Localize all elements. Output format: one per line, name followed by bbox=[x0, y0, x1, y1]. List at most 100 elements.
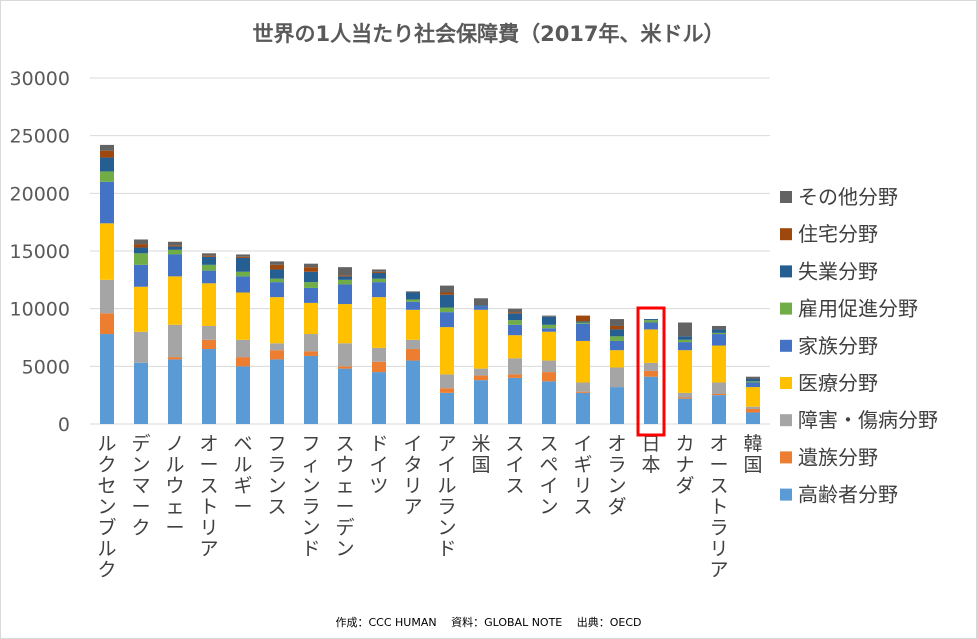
bar-segment bbox=[270, 264, 284, 270]
bar-segment bbox=[746, 376, 760, 380]
bar-segment bbox=[610, 329, 624, 337]
bar-segment bbox=[338, 279, 352, 285]
bar-segment bbox=[168, 245, 182, 247]
bar-segment bbox=[338, 275, 352, 277]
bar-segment bbox=[100, 150, 114, 158]
bar-segment bbox=[304, 282, 318, 288]
bar-segment bbox=[644, 370, 658, 377]
y-tick-label: 25000 bbox=[10, 126, 70, 148]
bar-segment bbox=[712, 345, 726, 383]
x-tick-label: デンマーク bbox=[131, 433, 150, 539]
bar-segment bbox=[644, 319, 658, 321]
bar-segment bbox=[338, 343, 352, 367]
bar-segment bbox=[576, 315, 590, 322]
bar-segment bbox=[678, 322, 692, 337]
bar-segment bbox=[644, 376, 658, 424]
stacked-bar-chart: 0 5000 10000 15000 20000 25000 30000 ルクセンブルクデン… bbox=[10, 68, 938, 581]
bar-segment bbox=[338, 366, 352, 369]
legend-item: 障害・傷病分野 bbox=[780, 408, 938, 432]
x-tick-label: 韓国 bbox=[743, 433, 762, 476]
bar-segment bbox=[610, 350, 624, 368]
y-axis: 0 5000 10000 15000 20000 25000 30000 bbox=[10, 68, 70, 436]
bar-segment bbox=[644, 322, 658, 330]
bar-segment bbox=[440, 292, 454, 295]
bar-segment bbox=[270, 261, 284, 265]
bar-segment bbox=[474, 306, 488, 310]
legend-label: 失業分野 bbox=[798, 259, 878, 283]
bar-segment bbox=[610, 325, 624, 330]
bar-segment bbox=[746, 379, 760, 382]
y-tick-label: 0 bbox=[58, 414, 70, 436]
highlight-box bbox=[636, 306, 666, 437]
bar-segment bbox=[406, 309, 420, 340]
bar-segment bbox=[168, 246, 182, 250]
bar-segment bbox=[372, 372, 386, 424]
x-tick-label: イギリス bbox=[573, 433, 592, 518]
bar-segment bbox=[168, 324, 182, 358]
bar-segment bbox=[508, 308, 522, 313]
bar-segment bbox=[440, 327, 454, 375]
legend-swatch bbox=[780, 339, 792, 352]
highlight-box-rect bbox=[636, 306, 666, 437]
legend-label: 雇用促進分野 bbox=[798, 297, 918, 321]
bar-segment bbox=[508, 377, 522, 424]
bar-segment bbox=[134, 253, 148, 265]
bar-segment bbox=[236, 254, 250, 257]
y-tick-label: 5000 bbox=[22, 356, 70, 378]
bar-segment bbox=[372, 282, 386, 298]
bar-segment bbox=[542, 360, 556, 373]
bar-segment bbox=[474, 305, 488, 307]
x-tick-label: 米国 bbox=[471, 433, 490, 476]
source-footer: 作成：CCC HUMAN 資料：GLOBAL NOTE 出典：OECD bbox=[335, 616, 642, 629]
bar-segment bbox=[202, 339, 216, 350]
bar-segment bbox=[372, 278, 386, 283]
bar-segment bbox=[474, 368, 488, 376]
bar-segment bbox=[100, 279, 114, 314]
bar-segment bbox=[134, 286, 148, 332]
bar-segment bbox=[746, 412, 760, 424]
legend-swatch bbox=[780, 191, 792, 203]
bar-segment bbox=[270, 343, 284, 351]
bar-segment bbox=[236, 257, 250, 272]
x-tick-label: アイルランド bbox=[437, 433, 456, 560]
bar-segment bbox=[304, 267, 318, 272]
bar-segment bbox=[270, 350, 284, 360]
legend-swatch bbox=[780, 228, 792, 241]
x-tick-label: フィンランド bbox=[301, 433, 320, 560]
legend-label: 住宅分野 bbox=[798, 222, 878, 246]
bar-segment bbox=[508, 335, 522, 359]
bar-segment bbox=[678, 350, 692, 393]
bar-segment bbox=[100, 223, 114, 280]
bar-segment bbox=[304, 263, 318, 268]
x-tick-label: カナダ bbox=[675, 433, 694, 497]
bar-segment bbox=[406, 291, 420, 293]
bar-segment bbox=[270, 359, 284, 424]
bar-segment bbox=[372, 271, 386, 273]
legend-item: 失業分野 bbox=[780, 259, 878, 283]
bar-segment bbox=[576, 382, 590, 392]
x-tick-label: ベルギー bbox=[233, 433, 252, 518]
bar-segment bbox=[236, 256, 250, 258]
bar-segment bbox=[508, 313, 522, 321]
bar-segment bbox=[202, 325, 216, 340]
bar-segment bbox=[576, 321, 590, 323]
bar-segment bbox=[338, 368, 352, 424]
bar-segment bbox=[406, 299, 420, 302]
bar-segment bbox=[712, 332, 726, 335]
legend-item: その他分野 bbox=[780, 185, 898, 209]
bar-segment bbox=[134, 264, 148, 287]
bar-segment bbox=[610, 336, 624, 341]
bar-segment bbox=[610, 340, 624, 351]
legend-swatch bbox=[780, 414, 792, 427]
legend-swatch bbox=[780, 377, 792, 389]
x-tick-label: フランス bbox=[267, 433, 286, 518]
bar-segment bbox=[746, 382, 760, 388]
bar-segment bbox=[168, 359, 182, 424]
bar-segment bbox=[644, 329, 658, 363]
x-tick-label: スペイン bbox=[539, 433, 558, 518]
bar-segment bbox=[168, 357, 182, 360]
bar-segment bbox=[202, 270, 216, 284]
x-tick-label: イタリア bbox=[403, 433, 422, 518]
bar-segment bbox=[372, 297, 386, 348]
